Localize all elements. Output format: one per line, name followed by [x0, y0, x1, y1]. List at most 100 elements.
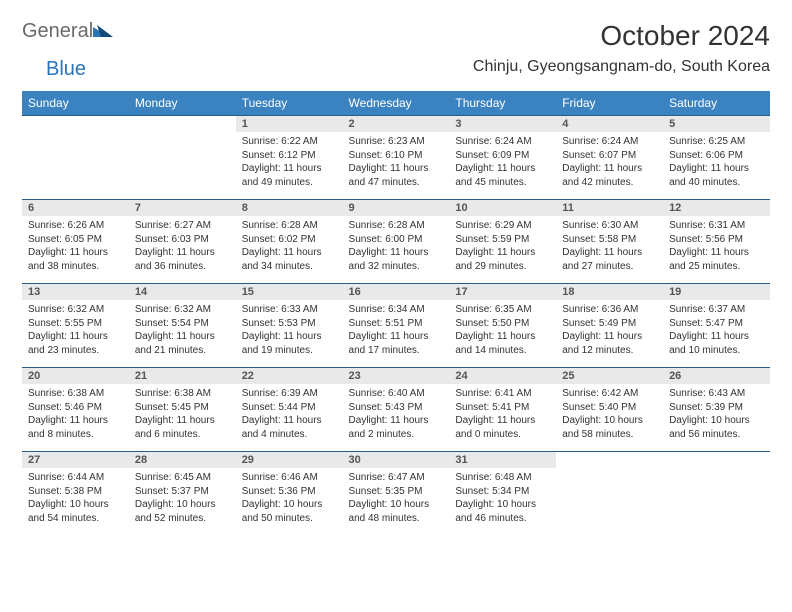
- cell-day1: Daylight: 11 hours: [135, 330, 230, 344]
- cell-sunrise: Sunrise: 6:35 AM: [455, 303, 550, 317]
- cell-day2: and 40 minutes.: [669, 176, 764, 190]
- cell-sunrise: Sunrise: 6:32 AM: [135, 303, 230, 317]
- cell-day2: and 52 minutes.: [135, 512, 230, 526]
- cell-sunset: Sunset: 5:39 PM: [669, 401, 764, 415]
- day-number-cell: 18: [556, 284, 663, 301]
- cell-day1: Daylight: 11 hours: [669, 330, 764, 344]
- cell-sunset: Sunset: 6:06 PM: [669, 149, 764, 163]
- cell-day1: Daylight: 11 hours: [242, 246, 337, 260]
- day-data-cell: Sunrise: 6:28 AMSunset: 6:00 PMDaylight:…: [343, 216, 450, 284]
- cell-day1: Daylight: 10 hours: [135, 498, 230, 512]
- cell-sunset: Sunset: 5:38 PM: [28, 485, 123, 499]
- cell-day1: Daylight: 11 hours: [349, 330, 444, 344]
- cell-sunset: Sunset: 6:05 PM: [28, 233, 123, 247]
- day-data-cell: Sunrise: 6:40 AMSunset: 5:43 PMDaylight:…: [343, 384, 450, 452]
- day-data-cell: Sunrise: 6:24 AMSunset: 6:07 PMDaylight:…: [556, 132, 663, 200]
- cell-sunrise: Sunrise: 6:38 AM: [135, 387, 230, 401]
- cell-day2: and 2 minutes.: [349, 428, 444, 442]
- day-number-cell: 14: [129, 284, 236, 301]
- cell-sunset: Sunset: 5:47 PM: [669, 317, 764, 331]
- cell-sunset: Sunset: 6:00 PM: [349, 233, 444, 247]
- cell-sunset: Sunset: 5:55 PM: [28, 317, 123, 331]
- day-data-cell: [129, 132, 236, 200]
- cell-sunrise: Sunrise: 6:33 AM: [242, 303, 337, 317]
- cell-sunrise: Sunrise: 6:39 AM: [242, 387, 337, 401]
- cell-sunset: Sunset: 5:58 PM: [562, 233, 657, 247]
- day-data-cell: Sunrise: 6:30 AMSunset: 5:58 PMDaylight:…: [556, 216, 663, 284]
- cell-sunrise: Sunrise: 6:41 AM: [455, 387, 550, 401]
- day-number-cell: 12: [663, 200, 770, 217]
- cell-day1: Daylight: 11 hours: [455, 246, 550, 260]
- cell-day2: and 12 minutes.: [562, 344, 657, 358]
- day-data-cell: Sunrise: 6:37 AMSunset: 5:47 PMDaylight:…: [663, 300, 770, 368]
- cell-day1: Daylight: 10 hours: [242, 498, 337, 512]
- cell-day2: and 21 minutes.: [135, 344, 230, 358]
- cell-day1: Daylight: 10 hours: [455, 498, 550, 512]
- day-data-cell: Sunrise: 6:34 AMSunset: 5:51 PMDaylight:…: [343, 300, 450, 368]
- cell-day1: Daylight: 11 hours: [455, 162, 550, 176]
- logo-text-blue: Blue: [46, 58, 86, 81]
- cell-sunset: Sunset: 5:50 PM: [455, 317, 550, 331]
- cell-day1: Daylight: 11 hours: [28, 330, 123, 344]
- cell-day2: and 42 minutes.: [562, 176, 657, 190]
- cell-day2: and 14 minutes.: [455, 344, 550, 358]
- cell-sunrise: Sunrise: 6:28 AM: [242, 219, 337, 233]
- cell-day1: Daylight: 11 hours: [455, 414, 550, 428]
- cell-sunrise: Sunrise: 6:24 AM: [455, 135, 550, 149]
- day-number-row: 12345: [22, 116, 770, 133]
- cell-sunrise: Sunrise: 6:27 AM: [135, 219, 230, 233]
- day-data-cell: Sunrise: 6:24 AMSunset: 6:09 PMDaylight:…: [449, 132, 556, 200]
- weekday-header: Tuesday: [236, 91, 343, 116]
- cell-day1: Daylight: 11 hours: [242, 330, 337, 344]
- location: Chinju, Gyeongsangnam-do, South Korea: [473, 58, 770, 76]
- cell-sunrise: Sunrise: 6:36 AM: [562, 303, 657, 317]
- day-data-cell: Sunrise: 6:43 AMSunset: 5:39 PMDaylight:…: [663, 384, 770, 452]
- day-data-cell: Sunrise: 6:32 AMSunset: 5:54 PMDaylight:…: [129, 300, 236, 368]
- weekday-header: Sunday: [22, 91, 129, 116]
- day-number-cell: 8: [236, 200, 343, 217]
- day-number-cell: 10: [449, 200, 556, 217]
- cell-day1: Daylight: 11 hours: [562, 330, 657, 344]
- cell-sunset: Sunset: 5:49 PM: [562, 317, 657, 331]
- day-number-cell: 21: [129, 368, 236, 385]
- day-number-cell: 30: [343, 452, 450, 469]
- cell-day2: and 8 minutes.: [28, 428, 123, 442]
- cell-day2: and 56 minutes.: [669, 428, 764, 442]
- cell-day2: and 50 minutes.: [242, 512, 337, 526]
- day-data-cell: Sunrise: 6:28 AMSunset: 6:02 PMDaylight:…: [236, 216, 343, 284]
- cell-day1: Daylight: 11 hours: [562, 162, 657, 176]
- cell-sunset: Sunset: 6:03 PM: [135, 233, 230, 247]
- cell-day1: Daylight: 10 hours: [349, 498, 444, 512]
- day-data-row: Sunrise: 6:32 AMSunset: 5:55 PMDaylight:…: [22, 300, 770, 368]
- day-data-cell: Sunrise: 6:35 AMSunset: 5:50 PMDaylight:…: [449, 300, 556, 368]
- weekday-header-row: Sunday Monday Tuesday Wednesday Thursday…: [22, 91, 770, 116]
- cell-day2: and 47 minutes.: [349, 176, 444, 190]
- calendar-body: 12345Sunrise: 6:22 AMSunset: 6:12 PMDayl…: [22, 116, 770, 536]
- cell-day2: and 46 minutes.: [455, 512, 550, 526]
- cell-day2: and 58 minutes.: [562, 428, 657, 442]
- day-number-cell: 26: [663, 368, 770, 385]
- cell-sunset: Sunset: 6:12 PM: [242, 149, 337, 163]
- day-data-cell: Sunrise: 6:41 AMSunset: 5:41 PMDaylight:…: [449, 384, 556, 452]
- day-number-cell: 17: [449, 284, 556, 301]
- cell-sunrise: Sunrise: 6:47 AM: [349, 471, 444, 485]
- day-number-cell: 3: [449, 116, 556, 133]
- day-data-row: Sunrise: 6:44 AMSunset: 5:38 PM Daylight:…: [22, 468, 770, 535]
- day-number-cell: 22: [236, 368, 343, 385]
- day-number-cell: 31: [449, 452, 556, 469]
- cell-day1: Daylight: 11 hours: [135, 414, 230, 428]
- day-data-cell: Sunrise: 6:22 AMSunset: 6:12 PMDaylight:…: [236, 132, 343, 200]
- cell-sunset: Sunset: 5:41 PM: [455, 401, 550, 415]
- cell-day1: Daylight: 11 hours: [669, 162, 764, 176]
- day-number-cell: 9: [343, 200, 450, 217]
- cell-sunset: Sunset: 6:02 PM: [242, 233, 337, 247]
- cell-sunrise: Sunrise: 6:38 AM: [28, 387, 123, 401]
- cell-sunset: Sunset: 6:10 PM: [349, 149, 444, 163]
- day-data-cell: [663, 468, 770, 535]
- day-number-cell: 16: [343, 284, 450, 301]
- cell-day1: Daylight: 11 hours: [28, 414, 123, 428]
- cell-day2: and 10 minutes.: [669, 344, 764, 358]
- cell-day1: Daylight: 11 hours: [135, 246, 230, 260]
- cell-sunrise: Sunrise: 6:44 AM: [28, 471, 123, 485]
- cell-sunrise: Sunrise: 6:37 AM: [669, 303, 764, 317]
